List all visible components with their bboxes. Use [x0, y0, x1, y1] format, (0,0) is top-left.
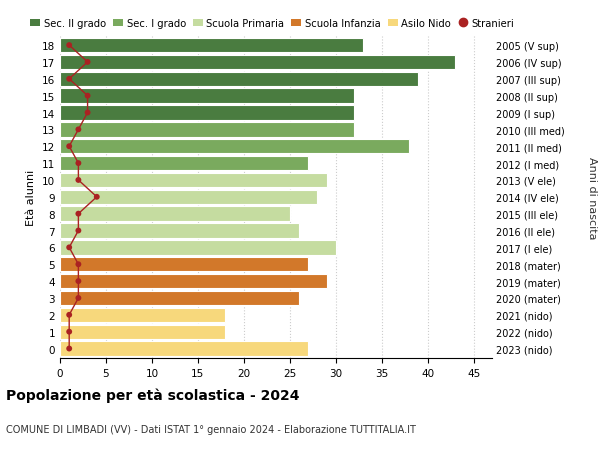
Point: [64, 42, 74, 50]
Bar: [60, 274, 326, 289]
Point: [74, 295, 83, 302]
Bar: [60, 174, 326, 188]
Legend: Sec. II grado, Sec. I grado, Scuola Primaria, Scuola Infanzia, Asilo Nido, Stran: Sec. II grado, Sec. I grado, Scuola Prim…: [31, 18, 514, 28]
Bar: [60, 39, 364, 53]
Bar: [60, 106, 354, 120]
Bar: [60, 291, 299, 305]
Point: [64, 244, 74, 252]
Point: [74, 160, 83, 168]
Point: [83, 110, 92, 117]
Point: [92, 194, 101, 201]
Text: COMUNE DI LIMBADI (VV) - Dati ISTAT 1° gennaio 2024 - Elaborazione TUTTITALIA.IT: COMUNE DI LIMBADI (VV) - Dati ISTAT 1° g…: [6, 425, 416, 435]
Point: [64, 328, 74, 336]
Bar: [60, 56, 455, 70]
Point: [83, 59, 92, 67]
Point: [64, 345, 74, 353]
Point: [74, 278, 83, 285]
Bar: [60, 123, 354, 137]
Bar: [60, 140, 409, 154]
Bar: [60, 325, 226, 339]
Bar: [60, 73, 418, 87]
Point: [64, 143, 74, 151]
Bar: [60, 257, 308, 272]
Bar: [60, 224, 299, 238]
Bar: [60, 308, 226, 322]
Text: Anni di nascita: Anni di nascita: [587, 156, 597, 239]
Point: [74, 261, 83, 269]
Text: Popolazione per età scolastica - 2024: Popolazione per età scolastica - 2024: [6, 388, 299, 403]
Bar: [60, 157, 308, 171]
Point: [64, 76, 74, 83]
Point: [83, 93, 92, 100]
Bar: [60, 190, 317, 205]
Y-axis label: Età alunni: Età alunni: [26, 169, 37, 225]
Point: [74, 126, 83, 134]
Point: [74, 177, 83, 184]
Bar: [60, 241, 336, 255]
Bar: [60, 90, 354, 104]
Point: [64, 312, 74, 319]
Point: [74, 227, 83, 235]
Bar: [60, 207, 290, 221]
Point: [74, 211, 83, 218]
Bar: [60, 341, 308, 356]
